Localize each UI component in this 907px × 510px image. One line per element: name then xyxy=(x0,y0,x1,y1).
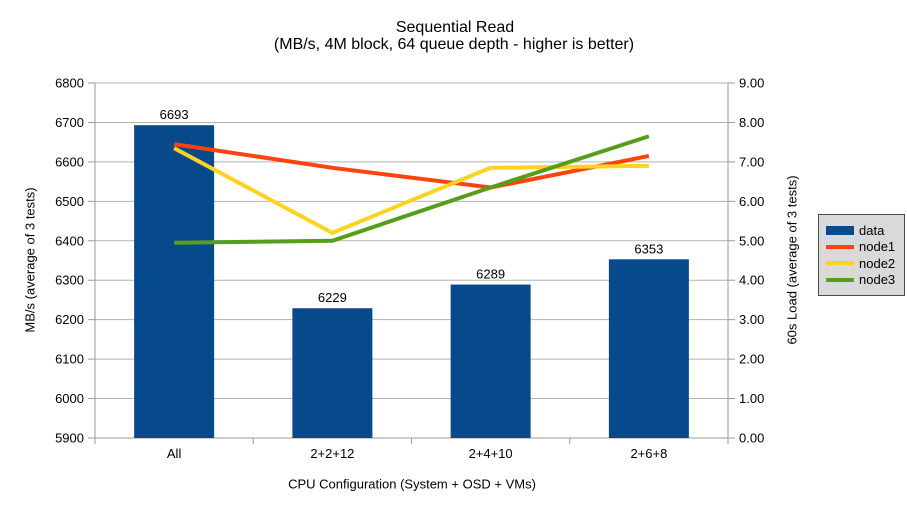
legend-label: node2 xyxy=(859,255,896,271)
left-tick-label: 6200 xyxy=(55,312,84,327)
legend-label: data xyxy=(859,222,885,238)
right-tick-label: 4.00 xyxy=(739,273,764,288)
right-tick-label: 1.00 xyxy=(739,391,764,406)
bar-value-label: 6693 xyxy=(160,107,189,122)
legend: data node1 node2 node3 xyxy=(818,214,905,296)
line-node3 xyxy=(174,134,650,245)
category-label: 2+2+12 xyxy=(310,446,354,461)
legend-swatch-data xyxy=(826,225,854,235)
right-tick-label: 3.00 xyxy=(739,312,764,327)
category-label: All xyxy=(167,446,182,461)
chart-subtitle: (MB/s, 4M block, 64 queue depth - higher… xyxy=(273,36,635,53)
legend-label: node1 xyxy=(859,239,896,255)
category-label: 2+6+8 xyxy=(630,446,667,461)
line-node2 xyxy=(173,146,649,236)
category-label: 2+4+10 xyxy=(469,446,513,461)
bar-value-label: 6229 xyxy=(318,290,347,305)
right-tick-label: 0.00 xyxy=(739,431,764,446)
line-node1 xyxy=(173,142,650,190)
right-axis-title: 60s Load (average of 3 tests) xyxy=(784,175,800,345)
left-tick-label: 6600 xyxy=(55,154,84,169)
x-axis-title: CPU Configuration (System + OSD + VMs) xyxy=(288,476,536,492)
right-tick-label: 2.00 xyxy=(739,352,764,367)
legend-swatch-node3 xyxy=(826,277,854,282)
left-tick-label: 5900 xyxy=(55,431,84,446)
bar-2+6+8 xyxy=(608,259,689,438)
right-tick-label: 5.00 xyxy=(739,233,764,248)
right-tick-label: 7.00 xyxy=(739,154,764,169)
right-tick-label: 6.00 xyxy=(739,194,764,209)
right-tick-label: 9.00 xyxy=(739,76,764,91)
bar-All xyxy=(134,125,215,438)
bar-value-label: 6353 xyxy=(634,241,663,256)
legend-item-data: data xyxy=(826,222,898,239)
legend-item-node3: node3 xyxy=(826,272,898,289)
right-tick-label: 8.00 xyxy=(739,115,764,130)
left-tick-label: 6100 xyxy=(55,352,84,367)
left-tick-label: 6300 xyxy=(55,273,84,288)
left-tick-label: 6400 xyxy=(55,233,84,248)
legend-label: node3 xyxy=(859,272,896,288)
left-tick-label: 6500 xyxy=(55,194,84,209)
left-tick-label: 6800 xyxy=(55,76,84,91)
bar-2+4+10 xyxy=(450,284,531,438)
legend-swatch-node2 xyxy=(826,261,854,266)
bar-2+2+12 xyxy=(292,308,373,438)
legend-item-node1: node1 xyxy=(826,239,898,256)
left-tick-label: 6700 xyxy=(55,115,84,130)
left-axis-title: MB/s (average of 3 tests) xyxy=(22,187,38,333)
legend-item-node2: node2 xyxy=(826,255,898,272)
legend-swatch-node1 xyxy=(826,244,854,249)
chart-title: Sequential Read xyxy=(395,19,515,36)
bar-value-label: 6289 xyxy=(476,267,505,282)
left-tick-label: 6000 xyxy=(55,391,84,406)
